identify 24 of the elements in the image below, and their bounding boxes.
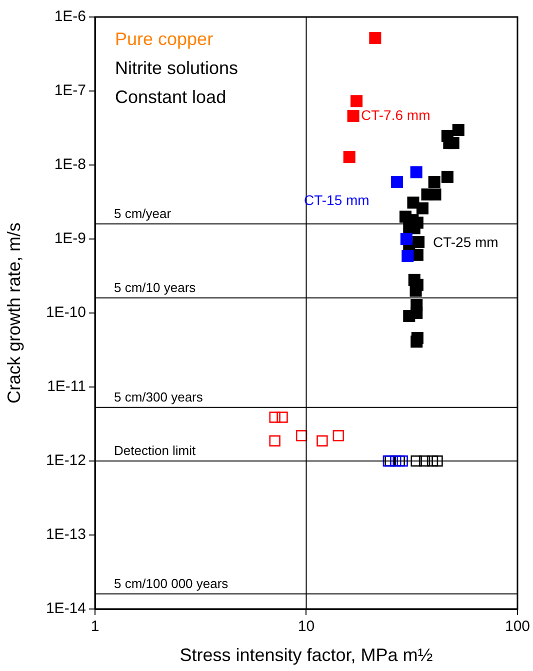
x-axis-title: Stress intensity factor, MPa m½ [180,645,433,666]
y-tick-label: 1E-13 [46,526,86,544]
annotation: Nitrite solutions [115,58,238,78]
y-tick-label: 1E-10 [46,304,86,322]
y-axis-title: Crack growth rate, m/s [4,222,24,404]
series-label: CT-7.6 mm [361,106,430,123]
y-tick-label: 1E-8 [54,156,86,174]
ref-line-label: 5 cm/100 000 years [114,576,229,591]
y-tick-label: 1E-11 [47,378,86,396]
series-label: CT-25 mm [433,234,498,250]
ref-line-label: Detection limit [114,443,196,458]
annotation: Pure copper [115,28,214,49]
annotation: Constant load [115,86,226,107]
ref-line-label: 5 cm/300 years [114,389,204,404]
y-tick-label: 1E-14 [46,600,86,618]
ref-line-label: 5 cm/year [114,206,172,221]
y-tick-label: 1E-12 [46,452,86,470]
y-tick-label: 1E-6 [54,8,86,26]
y-tick-label: 1E-9 [54,230,86,248]
x-tick-label: 100 [504,618,530,636]
ref-line-label: 5 cm/10 years [114,280,196,295]
x-tick-label: 1 [90,618,100,636]
y-tick-label: 1E-7 [54,82,86,100]
x-tick-label: 10 [298,618,315,636]
